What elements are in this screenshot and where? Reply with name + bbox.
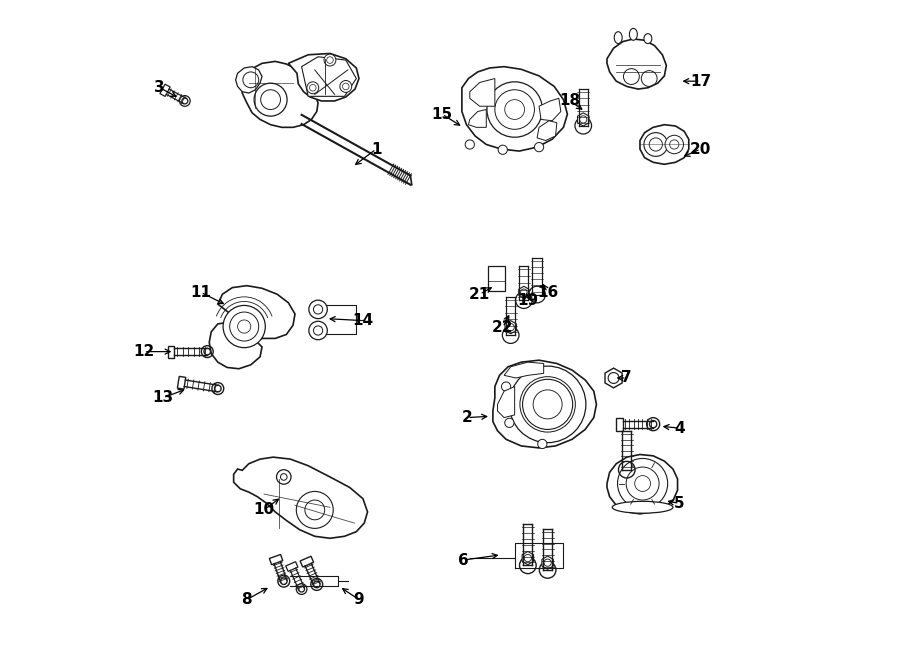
Text: 3: 3	[155, 80, 165, 95]
Circle shape	[307, 82, 319, 94]
Circle shape	[626, 467, 659, 500]
Polygon shape	[539, 98, 561, 121]
Polygon shape	[234, 457, 367, 538]
Circle shape	[324, 54, 336, 66]
Text: 11: 11	[190, 285, 212, 299]
Text: 18: 18	[560, 93, 580, 108]
Circle shape	[499, 145, 508, 155]
Text: 1: 1	[371, 141, 382, 157]
Polygon shape	[518, 286, 529, 298]
Polygon shape	[542, 556, 554, 569]
Polygon shape	[607, 455, 678, 514]
Circle shape	[343, 83, 349, 90]
Polygon shape	[493, 360, 597, 448]
Text: 10: 10	[254, 502, 274, 518]
Polygon shape	[177, 376, 185, 389]
Text: 4: 4	[674, 420, 685, 436]
Ellipse shape	[644, 34, 652, 44]
Polygon shape	[505, 321, 517, 334]
Circle shape	[535, 143, 544, 152]
Polygon shape	[504, 362, 544, 378]
Circle shape	[644, 133, 668, 157]
Circle shape	[495, 90, 535, 130]
Polygon shape	[209, 286, 295, 369]
Circle shape	[465, 140, 474, 149]
Circle shape	[327, 57, 333, 63]
Circle shape	[254, 83, 287, 116]
Polygon shape	[522, 551, 534, 564]
Circle shape	[310, 85, 316, 91]
Polygon shape	[469, 110, 486, 128]
Polygon shape	[300, 557, 313, 567]
Text: 21: 21	[469, 287, 491, 301]
Circle shape	[509, 366, 586, 443]
Circle shape	[523, 379, 572, 430]
Polygon shape	[236, 67, 262, 93]
Circle shape	[230, 312, 258, 341]
Text: 5: 5	[674, 496, 685, 511]
Circle shape	[487, 82, 543, 137]
Text: 6: 6	[458, 553, 469, 568]
Polygon shape	[605, 368, 622, 388]
Circle shape	[537, 440, 547, 449]
Circle shape	[309, 300, 328, 319]
Text: 14: 14	[353, 313, 374, 328]
Polygon shape	[578, 113, 589, 126]
Text: 7: 7	[622, 371, 632, 385]
Ellipse shape	[612, 501, 673, 513]
Circle shape	[261, 90, 281, 110]
Polygon shape	[616, 418, 623, 431]
Circle shape	[309, 321, 328, 340]
Text: 2: 2	[462, 410, 472, 425]
Polygon shape	[302, 57, 356, 97]
Bar	[489, 266, 505, 291]
Polygon shape	[462, 67, 567, 151]
Circle shape	[296, 491, 333, 528]
Polygon shape	[288, 54, 359, 101]
Polygon shape	[160, 84, 170, 97]
Text: 16: 16	[537, 285, 558, 299]
Text: 13: 13	[152, 390, 174, 405]
Polygon shape	[470, 79, 495, 106]
Polygon shape	[269, 555, 283, 564]
Circle shape	[501, 382, 510, 391]
Polygon shape	[167, 346, 175, 358]
Text: 12: 12	[133, 344, 155, 359]
Circle shape	[505, 418, 514, 428]
Circle shape	[340, 81, 352, 93]
Text: 22: 22	[492, 320, 514, 334]
Circle shape	[276, 470, 291, 485]
Text: 20: 20	[690, 141, 711, 157]
Polygon shape	[607, 39, 666, 89]
Ellipse shape	[614, 32, 622, 44]
Ellipse shape	[629, 28, 637, 40]
Circle shape	[223, 305, 266, 348]
Text: 9: 9	[354, 592, 364, 607]
Text: 8: 8	[241, 592, 252, 607]
Polygon shape	[640, 125, 688, 165]
Text: 15: 15	[431, 106, 453, 122]
Polygon shape	[537, 121, 557, 141]
Polygon shape	[498, 387, 515, 418]
Polygon shape	[285, 562, 298, 571]
Circle shape	[617, 459, 668, 508]
Polygon shape	[242, 61, 318, 128]
Text: 19: 19	[518, 293, 538, 308]
Text: 17: 17	[690, 73, 711, 89]
Circle shape	[665, 136, 683, 154]
